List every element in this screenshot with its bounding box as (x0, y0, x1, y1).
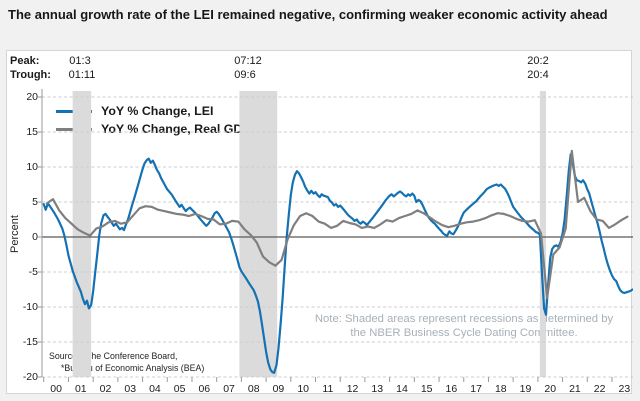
chart-plot (38, 89, 633, 382)
x-tick-label: 08 (247, 383, 260, 395)
trough-row-label: Trough: (10, 69, 51, 81)
recession-band (239, 91, 278, 377)
recession-1-trough-date: 01:11 (68, 69, 96, 81)
y-tick-label: 10 (26, 161, 38, 173)
x-tick-label: 09 (272, 383, 285, 395)
x-tick-label: 02 (99, 383, 112, 395)
y-tick-label: -5 (28, 266, 38, 278)
sources-line1: Sources: The Conference Board, (49, 351, 178, 361)
y-tick-label: 0 (32, 231, 38, 243)
x-tick-label: 19 (519, 383, 532, 395)
y-tick-label: 15 (26, 126, 38, 138)
sources-line2: *Bureau of Economic Analysis (BEA) (61, 363, 205, 373)
x-tick-label: 13 (371, 383, 384, 395)
recession-band (72, 91, 92, 377)
x-tick-label: 10 (297, 383, 309, 395)
x-tick-label: 23 (618, 383, 631, 395)
chart-card: Peak: Trough: 01:3 01:11 07:12 09:6 20:2… (6, 50, 633, 395)
peak-row-label: Peak: (10, 55, 40, 67)
recession-note-line1: Note: Shaded areas represent recessions … (314, 313, 614, 325)
legend-label-lei: YoY % Change, LEI (101, 104, 214, 118)
y-tick-label: -20 (22, 371, 38, 383)
recession-3-trough-date: 20:4 (527, 69, 549, 81)
sources-note: Sources: The Conference Board, *Bureau o… (49, 350, 204, 374)
x-tick-label: 14 (396, 383, 408, 395)
x-tick-label: 15 (420, 383, 433, 395)
recession-2-trough-date: 09:6 (234, 69, 256, 81)
x-tick-label: 21 (569, 383, 581, 395)
x-tick-label: 05 (173, 383, 186, 395)
y-tick-label: 20 (26, 91, 38, 103)
y-tick-label: -15 (22, 336, 38, 348)
y-tick-label: 5 (32, 196, 38, 208)
x-tick-label: 04 (149, 383, 161, 395)
x-tick-label: 16 (445, 383, 458, 395)
y-tick-label: -10 (22, 301, 38, 313)
recession-note-line2: the NBER Business Cycle Dating Committee… (350, 327, 578, 339)
recession-1-peak-date: 01:3 (69, 55, 91, 67)
x-tick-label: 01 (74, 383, 87, 395)
x-tick-label: 03 (124, 383, 137, 395)
x-tick-label: 07 (223, 383, 235, 395)
recession-2-peak-date: 07:12 (234, 55, 262, 67)
x-tick-label: 12 (346, 383, 359, 395)
x-tick-label: 06 (198, 383, 211, 395)
recession-band (539, 91, 547, 377)
x-tick-label: 22 (593, 383, 606, 395)
x-tick-label: 20 (544, 383, 557, 395)
recession-note: Note: Shaded areas represent recessions … (295, 312, 633, 340)
x-tick-label: 18 (494, 383, 507, 395)
recession-3-peak-date: 20:2 (527, 55, 549, 67)
x-tick-label: 00 (50, 383, 62, 395)
x-tick-label: 17 (470, 383, 482, 395)
chart-title: The annual growth rate of the LEI remain… (8, 7, 608, 22)
x-tick-label: 11 (322, 383, 334, 395)
gdp-line (45, 149, 629, 299)
